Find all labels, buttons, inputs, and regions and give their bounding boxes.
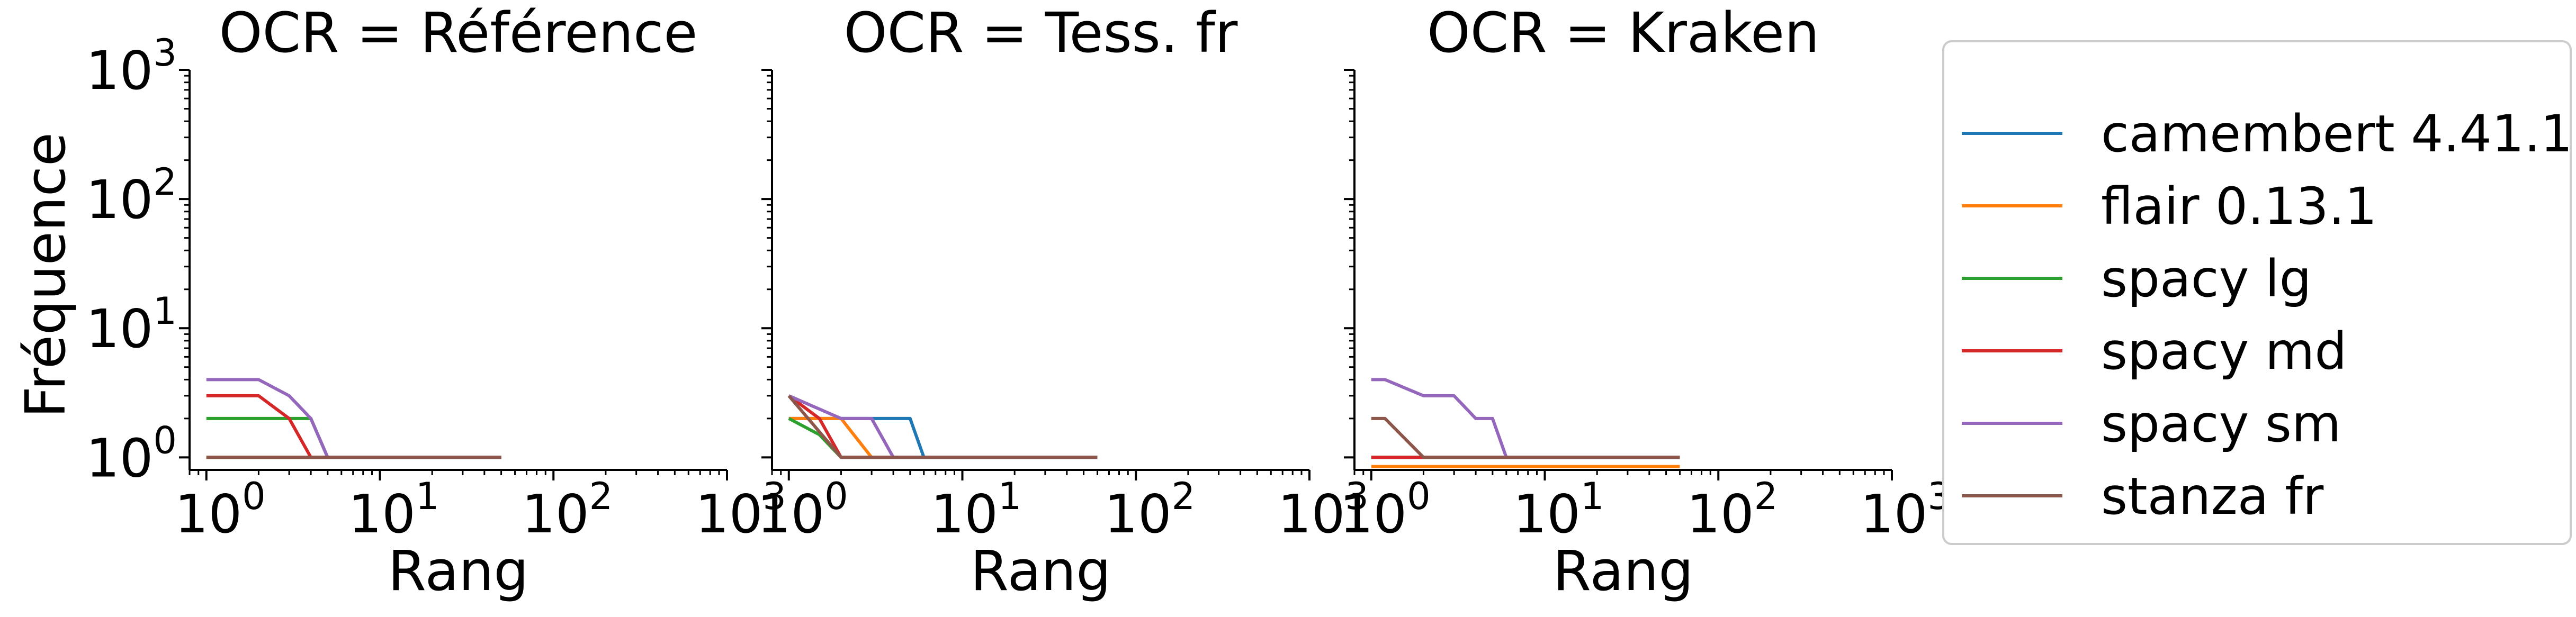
y-tick-label-exp: 1 (153, 289, 177, 333)
x-tick-label: 103 (695, 475, 786, 545)
panel-title: OCR = Kraken (1427, 1, 1819, 65)
legend: camembert 4.41.1 flair 0.13.1 spacy lg spac… (1942, 40, 2573, 545)
panel-title: OCR = Référence (219, 1, 698, 65)
x-tick-label-exp: 2 (1172, 475, 1196, 518)
x-tick-label: 100 (757, 475, 848, 545)
legend-label: camembert 4.41.1 (2101, 104, 2573, 164)
x-tick-label-exp: 0 (242, 475, 266, 518)
x-tick-label: 102 (1686, 475, 1778, 545)
x-tick-label-base: 10 (931, 483, 998, 545)
y-tick-label-exp: 0 (153, 419, 177, 462)
x-tick-label-base: 10 (175, 483, 242, 545)
x-tick-label-exp: 3 (1345, 475, 1369, 518)
legend-label: spacy sm (2101, 394, 2341, 453)
x-tick-label: 103 (1860, 475, 1951, 545)
x-tick-label-base: 10 (348, 483, 416, 545)
y-axis-label: Fréquence (13, 132, 78, 418)
legend-frame (1942, 40, 2572, 545)
y-tick-label: 103 (86, 31, 177, 102)
x-tick-label: 100 (175, 475, 266, 545)
x-tick-label-base: 10 (1340, 483, 1407, 545)
x-tick-label-exp: 0 (824, 475, 848, 518)
legend-label: spacy lg (2101, 249, 2312, 308)
x-axis-label: Rang (1553, 539, 1694, 603)
x-tick-label-base: 10 (757, 483, 824, 545)
x-tick-label-base: 10 (1278, 483, 1345, 545)
y-tick-label-base: 10 (86, 169, 153, 231)
x-tick-label-exp: 2 (1754, 475, 1778, 518)
x-tick-label-base: 10 (1686, 483, 1754, 545)
x-tick-label-exp: 1 (416, 475, 439, 518)
y-tick-label-base: 10 (86, 298, 153, 360)
x-tick-label-base: 10 (522, 483, 589, 545)
x-tick-label: 102 (522, 475, 613, 545)
x-tick-label-exp: 1 (998, 475, 1022, 518)
y-tick-label-base: 10 (86, 40, 153, 102)
x-tick-label: 101 (348, 475, 439, 545)
legend-label: flair 0.13.1 (2101, 177, 2377, 236)
y-tick-label-base: 10 (86, 427, 153, 489)
x-tick-label-base: 10 (1104, 483, 1171, 545)
legend-label: stanza fr (2101, 467, 2324, 526)
x-tick-label: 101 (1513, 475, 1604, 545)
x-tick-label: 100 (1340, 475, 1431, 545)
y-tick-label: 101 (86, 289, 177, 360)
x-axis-label: Rang (971, 539, 1111, 603)
series-line-stanza-fr (787, 394, 1098, 459)
panel-title: OCR = Tess. fr (844, 1, 1238, 65)
series-line-spacy-sm (1371, 378, 1680, 459)
y-tick-label: 100 (86, 419, 177, 489)
x-tick-label: 103 (1278, 475, 1369, 545)
x-tick-label: 102 (1104, 475, 1195, 545)
x-tick-label-exp: 0 (1407, 475, 1431, 518)
series-line-stanza-fr (1371, 416, 1680, 459)
x-tick-label-exp: 2 (589, 475, 613, 518)
x-axis-label: Rang (388, 539, 529, 603)
series-line-spacy-lg (206, 416, 501, 459)
series-line-spacy-md (206, 394, 501, 459)
legend-label: spacy md (2101, 322, 2347, 381)
x-tick-label-base: 10 (1513, 483, 1581, 545)
x-tick-label: 101 (931, 475, 1022, 545)
y-tick-label-exp: 3 (153, 31, 177, 75)
x-tick-label-exp: 3 (762, 475, 786, 518)
x-tick-label-exp: 1 (1581, 475, 1604, 518)
y-tick-label-exp: 2 (153, 160, 177, 204)
x-tick-label-base: 10 (1860, 483, 1927, 545)
y-tick-label: 102 (86, 160, 177, 231)
x-tick-label-base: 10 (695, 483, 762, 545)
